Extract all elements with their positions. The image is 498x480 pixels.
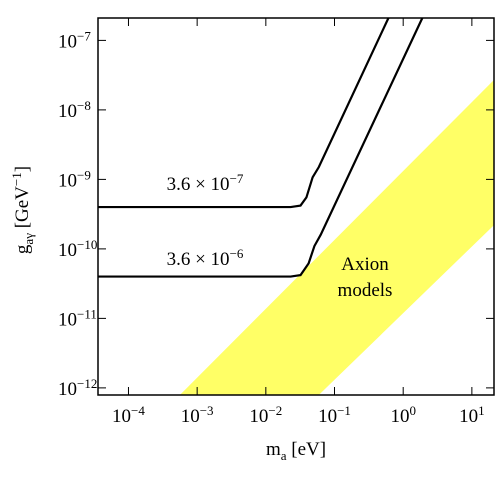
y-tick-label: 10−10 — [58, 237, 97, 261]
y-tick-label: 10−12 — [58, 376, 97, 400]
x-tick-label: 10−4 — [112, 403, 145, 427]
curve — [98, 17, 390, 209]
x-tick-label: 10−1 — [318, 403, 351, 427]
band-label: Axion models — [338, 254, 393, 301]
curve-label: 3.6 × 10−6 — [167, 246, 244, 270]
curve — [98, 17, 424, 278]
curve-label: 3.6 × 10−7 — [167, 171, 244, 195]
y-tick-label: 10−7 — [58, 28, 91, 52]
y-tick-label: 10−8 — [58, 98, 91, 122]
plot-frame — [97, 17, 495, 396]
x-axis-label: ma [eV] — [266, 439, 326, 463]
y-tick-label: 10−9 — [58, 167, 91, 191]
y-axis-label: gaγ [GeV−1] — [9, 166, 36, 254]
x-tick-label: 10−3 — [181, 403, 214, 427]
x-tick-label: 100 — [390, 403, 416, 427]
axion-band — [179, 79, 495, 395]
y-tick-label: 10−11 — [58, 306, 97, 330]
x-tick-label: 101 — [459, 403, 485, 427]
x-tick-label: 10−2 — [249, 403, 282, 427]
